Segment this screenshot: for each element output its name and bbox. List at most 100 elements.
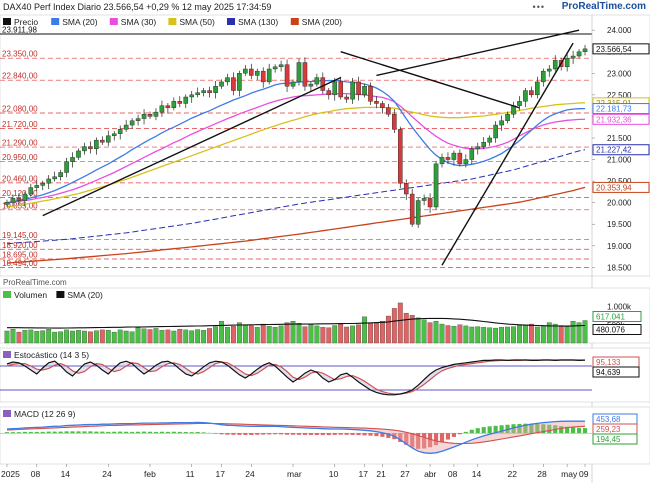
candle-body-0 bbox=[4, 202, 10, 205]
candle-body-80 bbox=[481, 142, 486, 147]
macd-hist-bar-37 bbox=[225, 433, 230, 435]
macd-hist-bar-5 bbox=[34, 431, 39, 434]
price-badge-label-4: 21.227,42 bbox=[596, 146, 632, 155]
volume-bar-38 bbox=[231, 326, 236, 344]
watermark-label: ProRealTime.com bbox=[3, 278, 67, 287]
price-badge-label-0: 23.566,54 bbox=[596, 45, 632, 54]
level-label-6: 20.950,00 bbox=[2, 153, 38, 162]
menu-dots-icon[interactable]: ••• bbox=[532, 2, 545, 12]
candle-body-11 bbox=[70, 157, 75, 162]
candle-body-97 bbox=[582, 48, 588, 52]
volume-bar-96 bbox=[576, 322, 582, 344]
macd-hist-bar-4 bbox=[28, 431, 33, 434]
volume-bar-22 bbox=[135, 327, 141, 344]
volume-bar-77 bbox=[463, 325, 469, 344]
volume-bar-10 bbox=[64, 329, 69, 344]
volume-bar-70 bbox=[421, 319, 427, 344]
volume-bar-84 bbox=[505, 326, 510, 344]
legend-label-2: SMA (30) bbox=[121, 17, 157, 27]
volume-bar-37 bbox=[225, 327, 230, 344]
brand-logo[interactable]: ProRealTime.com bbox=[561, 1, 646, 12]
macd-badge-label-0: 453,68 bbox=[596, 415, 621, 424]
candle-body-81 bbox=[487, 137, 492, 143]
candle-body-14 bbox=[88, 146, 93, 149]
candle-body-33 bbox=[201, 90, 206, 93]
macd-hist-bar-14 bbox=[88, 431, 93, 434]
legend-swatch-2 bbox=[109, 18, 118, 25]
volume-bar-57 bbox=[344, 326, 350, 344]
stoch-legend-swatch bbox=[3, 351, 11, 358]
level-label-7: 20.460,00 bbox=[2, 174, 38, 183]
candle-body-90 bbox=[541, 70, 546, 83]
macd-title: MACD (12 26 9) bbox=[14, 409, 76, 419]
price-tick-label-3: 22.500 bbox=[607, 91, 632, 100]
macd-hist-bar-86 bbox=[517, 423, 522, 434]
macd-hist-bar-38 bbox=[231, 433, 236, 435]
stoch-d-line bbox=[6, 359, 585, 395]
candle-body-19 bbox=[117, 129, 123, 134]
legend-label-0: Precio bbox=[14, 17, 38, 27]
vol-legend-label-1: SMA (20) bbox=[67, 290, 103, 300]
candle-body-20 bbox=[123, 124, 129, 130]
candle-body-56 bbox=[338, 81, 343, 98]
candle-body-4 bbox=[28, 187, 34, 195]
price-badge-box-0 bbox=[592, 43, 650, 55]
macd-hist-bar-62 bbox=[374, 433, 379, 437]
volume-bar-78 bbox=[469, 326, 475, 344]
candle-body-25 bbox=[153, 111, 159, 117]
candle-body-76 bbox=[457, 152, 463, 165]
volume-bar-9 bbox=[58, 331, 64, 344]
candle-body-29 bbox=[177, 101, 183, 104]
price-tick-label-10: 19.000 bbox=[607, 242, 632, 251]
volume-bar-16 bbox=[99, 329, 105, 344]
volume-bar-48 bbox=[290, 320, 296, 344]
candle-body-18 bbox=[111, 133, 117, 137]
candle-body-89 bbox=[535, 81, 540, 96]
candle-body-34 bbox=[207, 90, 212, 93]
volume-bar-74 bbox=[445, 325, 451, 344]
candle-body-64 bbox=[386, 107, 391, 115]
candle-body-82 bbox=[493, 124, 498, 139]
level-label-2: 22.840,00 bbox=[2, 72, 38, 81]
volume-bar-47 bbox=[284, 322, 290, 344]
macd-hist-bar-60 bbox=[362, 433, 367, 436]
macd-hist-bar-78 bbox=[469, 429, 474, 434]
x-tick-label-11: 21 bbox=[376, 469, 386, 479]
volume-bar-91 bbox=[546, 322, 552, 344]
legend-label-4: SMA (130) bbox=[238, 17, 278, 27]
volume-bar-15 bbox=[93, 330, 99, 344]
volume-bar-68 bbox=[409, 315, 415, 344]
candle-body-2 bbox=[16, 198, 22, 201]
volume-bar-71 bbox=[427, 322, 433, 344]
price-badge-label-5: 20.353,94 bbox=[596, 183, 632, 192]
candle-body-48 bbox=[290, 81, 296, 87]
macd-hist-bar-70 bbox=[422, 433, 427, 449]
candle-body-35 bbox=[213, 86, 218, 93]
candle-body-87 bbox=[523, 90, 528, 102]
macd-hist-bar-11 bbox=[70, 431, 75, 434]
candle-body-24 bbox=[147, 114, 153, 117]
candle-body-5 bbox=[34, 185, 40, 188]
volume-bar-19 bbox=[117, 329, 123, 344]
macd-hist-bar-88 bbox=[529, 423, 534, 434]
candle-body-51 bbox=[308, 83, 314, 87]
vol-legend-swatch-0 bbox=[3, 291, 11, 298]
volume-bar-6 bbox=[40, 330, 46, 344]
price-badge-label-2: 22.181,73 bbox=[596, 105, 632, 114]
volume-bar-50 bbox=[302, 326, 308, 344]
volume-bar-62 bbox=[374, 323, 379, 344]
candle-body-79 bbox=[475, 146, 481, 149]
sma50-line bbox=[6, 102, 586, 208]
candle-body-22 bbox=[135, 118, 141, 121]
volume-bar-23 bbox=[141, 328, 147, 344]
volume-bar-21 bbox=[129, 331, 135, 344]
candle-body-15 bbox=[94, 139, 99, 149]
macd-hist-bar-76 bbox=[457, 433, 462, 435]
price-badge-box-5 bbox=[592, 181, 650, 193]
candle-body-78 bbox=[469, 148, 475, 160]
volume-bar-72 bbox=[433, 320, 439, 344]
volume-bar-90 bbox=[540, 325, 546, 344]
candle-body-44 bbox=[266, 68, 272, 83]
vol-badge-box-0 bbox=[592, 311, 642, 323]
volume-bar-34 bbox=[207, 328, 213, 344]
